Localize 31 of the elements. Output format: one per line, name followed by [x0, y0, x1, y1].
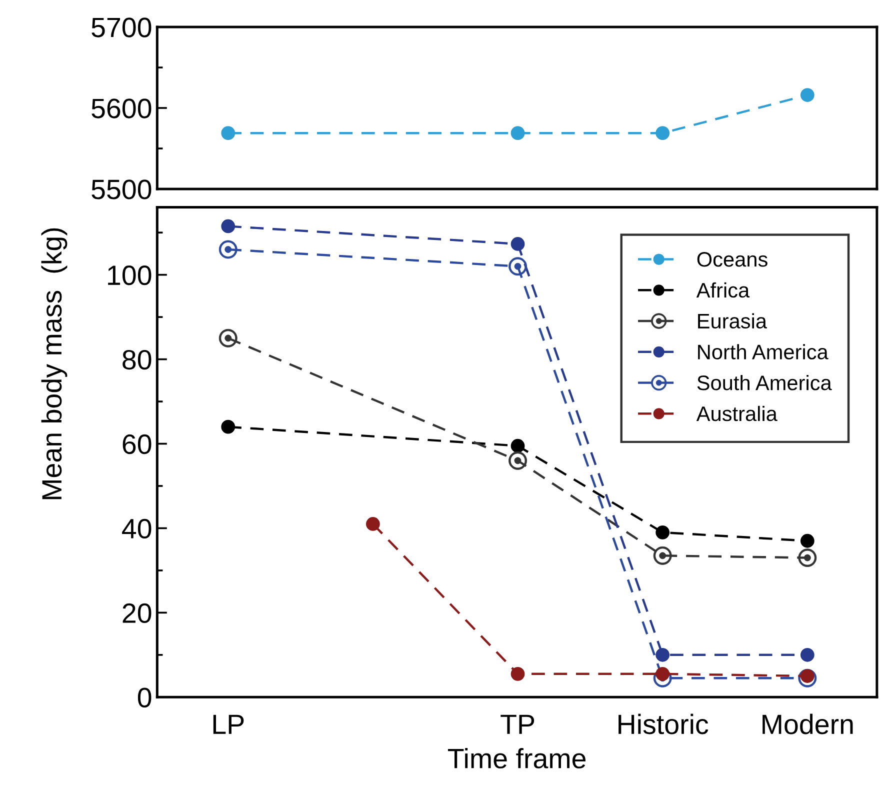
- y-axis-title: Mean body mass (kg): [41, 228, 68, 500]
- y-tick-label: 40: [122, 518, 152, 539]
- point: [800, 534, 814, 548]
- point: [656, 648, 670, 662]
- legend-label: Oceans: [697, 252, 768, 267]
- point: [221, 219, 236, 234]
- point: [510, 237, 525, 251]
- legend-label: North America: [698, 344, 828, 360]
- legend-label: Africa: [696, 282, 750, 298]
- y-tick-label: 5700: [92, 18, 152, 38]
- legend-label: Australia: [696, 406, 778, 422]
- y-tick-label: 5600: [92, 98, 152, 118]
- legend-label: Eurasia: [698, 313, 767, 329]
- point: [800, 648, 814, 662]
- point: [221, 420, 236, 434]
- x-tick-label: LP: [213, 714, 244, 734]
- x-axis-title: Time frame: [448, 748, 586, 768]
- point: [366, 517, 380, 531]
- y-tick-label: 5500: [92, 180, 152, 200]
- legend-label: South America: [697, 374, 832, 390]
- y-tick-label: 20: [122, 603, 152, 624]
- point: [656, 525, 670, 540]
- x-tick-label: Historic: [618, 714, 708, 734]
- x-tick-label: Modern: [762, 714, 853, 734]
- y-tick-label: 100: [108, 265, 152, 286]
- y-tick-label: 0: [138, 688, 152, 708]
- x-tick-label: TP: [500, 714, 534, 734]
- point: [510, 666, 525, 681]
- point: [510, 438, 525, 453]
- y-tick-label: 60: [122, 434, 152, 454]
- y-tick-label: 80: [122, 350, 152, 370]
